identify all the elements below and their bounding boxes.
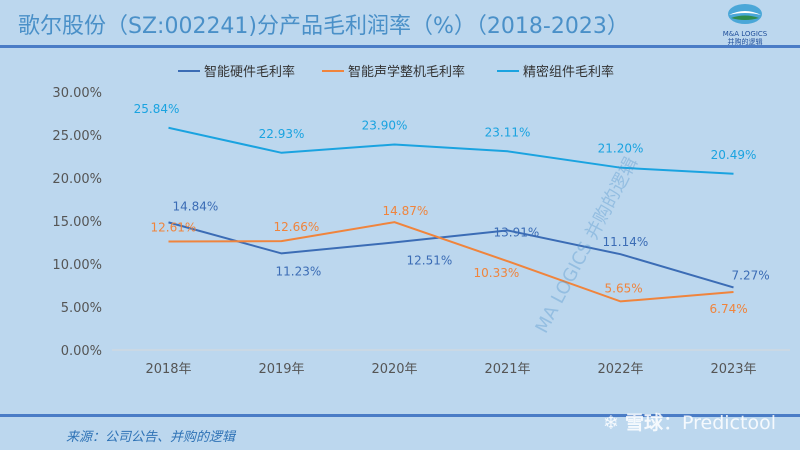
logo-text-cn: 并购的逻辑: [727, 38, 763, 46]
data-label: 12.66%: [274, 220, 320, 234]
y-tick-label: 20.00%: [52, 172, 102, 187]
data-label: 14.87%: [383, 204, 429, 218]
y-tick-label: 10.00%: [52, 258, 102, 273]
snowball-icon: ❄: [603, 412, 619, 434]
data-label: 11.23%: [276, 264, 322, 278]
data-label: 11.14%: [603, 235, 649, 249]
x-tick-label: 2023年: [710, 362, 756, 377]
x-tick-label: 2018年: [145, 362, 191, 377]
x-tick-label: 2022年: [597, 362, 643, 377]
globe-logo-icon: [728, 4, 762, 24]
data-label: 14.84%: [173, 199, 219, 213]
watermark-brand: 雪球: [625, 412, 664, 434]
logo-text-en: M&A LOGICS: [722, 30, 768, 38]
data-label: 5.65%: [605, 281, 643, 295]
data-label: 23.11%: [485, 125, 531, 139]
series-line: [168, 126, 734, 175]
chart-title: 歌尔股份（SZ:002241)分产品毛利润率（%）（2018-2023）: [18, 14, 629, 39]
data-label: 6.74%: [710, 302, 748, 316]
source-note: 来源：公司公告、并购的逻辑: [66, 430, 236, 445]
brand-logo: M&A LOGICS 并购的逻辑: [710, 3, 780, 46]
top-divider: [0, 45, 800, 48]
y-tick-label: 5.00%: [61, 301, 102, 316]
y-axis: 0.00% 5.00% 10.00% 15.00% 20.00% 25.00% 30.00%: [52, 86, 102, 359]
data-label: 25.84%: [134, 102, 180, 116]
data-label: 23.90%: [362, 118, 408, 132]
y-tick-label: 30.00%: [52, 86, 102, 101]
x-tick-label: 2021年: [484, 362, 530, 377]
y-tick-label: 0.00%: [61, 344, 102, 359]
series-line: [168, 221, 734, 303]
y-tick-label: 15.00%: [52, 215, 102, 230]
data-label: 10.33%: [474, 266, 520, 280]
data-label: 21.20%: [598, 142, 644, 156]
data-label: 20.49%: [711, 148, 757, 162]
watermark-author: ：Predictool: [663, 412, 776, 434]
legend-label: 精密组件毛利率: [523, 64, 614, 80]
y-tick-label: 25.00%: [52, 129, 102, 144]
data-label: 22.93%: [259, 127, 305, 141]
legend-label: 智能硬件毛利率: [204, 64, 295, 80]
data-label: 12.51%: [407, 253, 453, 267]
legend-label: 智能声学整机毛利率: [348, 64, 465, 80]
data-label: 13.91%: [494, 225, 540, 239]
x-tick-label: 2020年: [371, 362, 417, 377]
series-line: [168, 221, 734, 289]
chart-legend: 智能硬件毛利率 智能声学整机毛利率 精密组件毛利率: [178, 64, 614, 80]
x-axis: 2018年 2019年 2020年 2021年 2022年 2023年: [112, 349, 790, 377]
data-label: 7.27%: [732, 268, 770, 282]
data-label: 12.61%: [151, 221, 197, 235]
watermark: ❄ 雪球：Predictool: [603, 408, 776, 435]
bottom-divider: [0, 414, 800, 417]
x-tick-label: 2019年: [258, 362, 304, 377]
plot-area: 14.84% 11.23% 12.51% 13.91% 11.14% 7.27% 12.61…: [134, 102, 770, 316]
